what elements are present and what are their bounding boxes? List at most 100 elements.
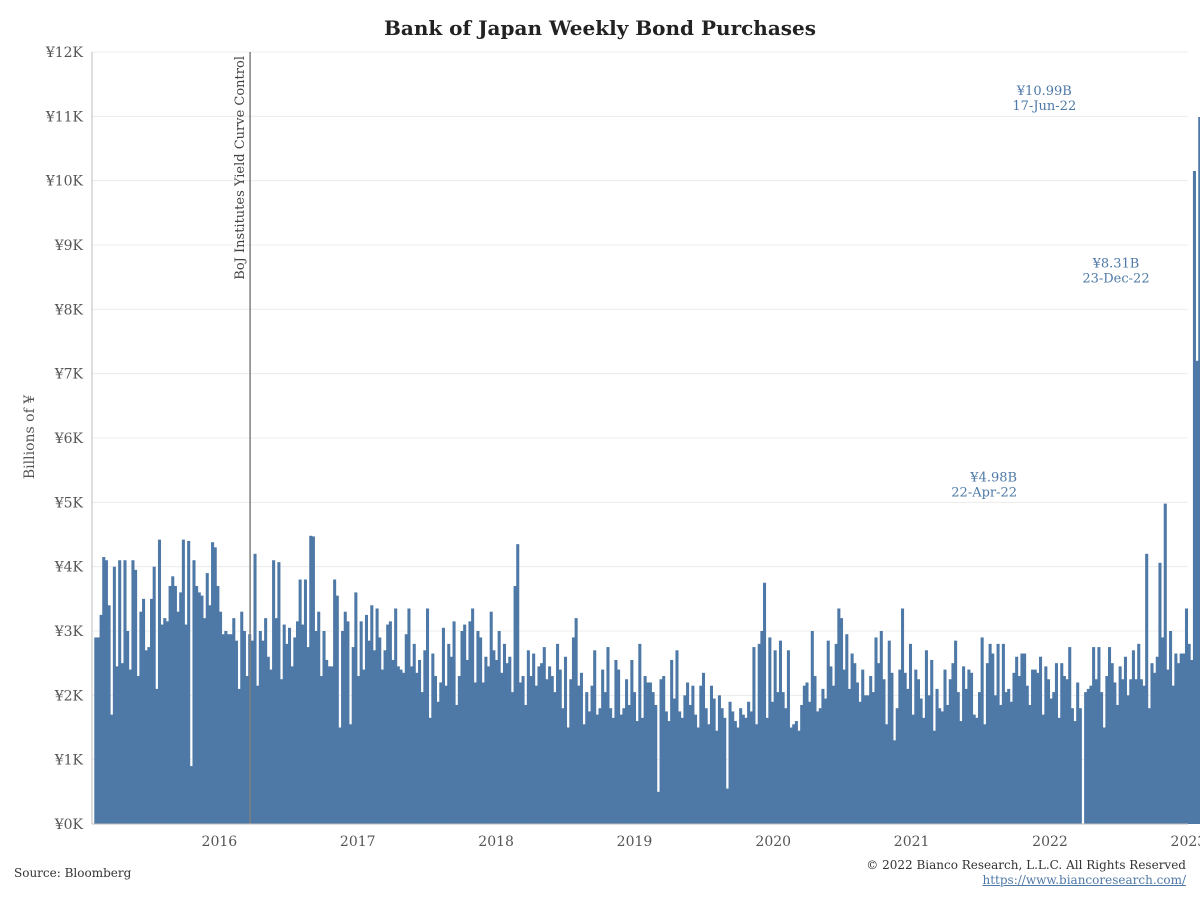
- bar: [609, 708, 613, 824]
- bar: [662, 676, 666, 824]
- y-tick-label: ¥5K: [54, 495, 84, 511]
- bar: [625, 679, 629, 824]
- bar: [1115, 704, 1120, 824]
- bar: [176, 611, 180, 824]
- bar: [232, 618, 236, 824]
- bar: [640, 717, 645, 824]
- bar: [877, 663, 881, 824]
- bar: [433, 676, 438, 824]
- y-tick-label: ¥11K: [45, 109, 84, 125]
- bar: [510, 692, 514, 824]
- bar: [372, 650, 376, 824]
- bar: [999, 704, 1003, 824]
- bar: [680, 717, 684, 824]
- bar: [386, 624, 390, 824]
- bar: [874, 637, 878, 824]
- bar: [1041, 714, 1045, 824]
- bar: [863, 695, 867, 824]
- bar: [675, 650, 679, 824]
- bar: [540, 663, 544, 824]
- bar: [325, 659, 329, 824]
- bar: [240, 611, 244, 824]
- bar: [213, 547, 217, 824]
- bar: [853, 663, 857, 824]
- bar: [656, 791, 660, 824]
- bar: [1052, 692, 1056, 824]
- bar: [1171, 685, 1175, 824]
- bar: [465, 659, 469, 824]
- bar: [988, 643, 992, 824]
- bar: [927, 695, 931, 824]
- bar: [253, 553, 257, 824]
- x-tick-label: 2018: [478, 834, 514, 850]
- x-tick-label: 2017: [340, 834, 376, 850]
- bar: [189, 766, 193, 824]
- bar: [1094, 679, 1098, 824]
- bar: [298, 579, 302, 824]
- bar: [948, 679, 952, 824]
- bar: [391, 659, 395, 824]
- bar: [1039, 656, 1043, 824]
- bar: [601, 669, 605, 824]
- bar: [956, 692, 960, 824]
- bar: [869, 676, 873, 824]
- bar: [1139, 679, 1143, 824]
- annotation-value: ¥8.31B: [1092, 256, 1140, 271]
- bar: [441, 627, 445, 824]
- bar: [882, 679, 886, 824]
- annotation-date: 17-Jun-22: [1012, 99, 1076, 114]
- bar: [696, 727, 700, 824]
- bar: [266, 656, 270, 824]
- bar: [494, 659, 499, 824]
- bar: [879, 631, 883, 824]
- bar: [388, 621, 392, 824]
- bar: [683, 695, 687, 824]
- bar: [1123, 656, 1127, 824]
- bar: [800, 704, 804, 824]
- bar: [794, 721, 798, 824]
- bar: [1015, 656, 1019, 824]
- y-axis-ticks: ¥0K ¥1K ¥2K ¥3K ¥4K ¥5K ¥6K ¥7K ¥8K ¥9K ¥10K ¥11K ¥1…: [45, 45, 84, 833]
- bar: [855, 682, 859, 824]
- bar: [1166, 669, 1170, 824]
- bar: [211, 542, 215, 824]
- bar: [436, 701, 440, 824]
- bar: [686, 682, 690, 824]
- bar: [890, 672, 894, 824]
- bar: [341, 631, 345, 824]
- bar: [110, 714, 114, 824]
- bar: [327, 666, 331, 824]
- bar: [463, 624, 467, 824]
- bar: [473, 682, 477, 824]
- bar: [428, 717, 432, 824]
- bar: [566, 727, 570, 824]
- bar: [396, 666, 400, 824]
- bar: [1126, 695, 1130, 824]
- bar: [290, 666, 294, 824]
- bar: [171, 576, 175, 824]
- bar: [1174, 653, 1178, 824]
- bar: [1177, 663, 1181, 824]
- bar: [908, 643, 913, 824]
- bar: [749, 711, 753, 824]
- website-link[interactable]: https://www.biancoresearch.com/: [982, 873, 1186, 887]
- bar: [678, 711, 682, 824]
- bar: [1134, 679, 1138, 824]
- bar: [104, 560, 108, 824]
- bar: [818, 708, 822, 824]
- bar: [1046, 679, 1051, 824]
- bar: [563, 656, 568, 824]
- bar: [943, 669, 947, 824]
- bar: [242, 631, 246, 824]
- bar: [1137, 643, 1141, 824]
- bar: [471, 608, 475, 824]
- bar: [179, 592, 183, 824]
- bar: [200, 595, 204, 824]
- bar: [991, 653, 995, 824]
- bar: [585, 692, 589, 824]
- bar: [314, 631, 318, 824]
- bar: [1033, 669, 1037, 824]
- bar: [115, 666, 119, 824]
- bar: [1068, 647, 1072, 824]
